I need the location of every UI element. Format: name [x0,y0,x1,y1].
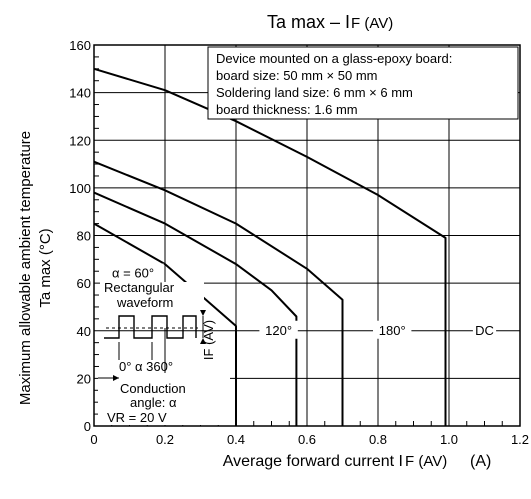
conduction-label: Conduction [120,381,186,396]
series-label: 120° [265,323,292,338]
y-tick-label: 0 [84,419,91,434]
x-tick-label: 0.4 [227,432,245,447]
y-tick-label: 140 [69,86,91,101]
x-tick-label: 0 [90,432,97,447]
annotation-line-1: Device mounted on a glass-epoxy board: [216,51,452,66]
x-tick-label: 1.0 [440,432,458,447]
waveform-inset: Rectangular waveform IF (AV) 0° α 360° C… [98,280,230,425]
y-tick-label: 100 [69,181,91,196]
x-axis-label: Average forward current I [223,453,403,470]
waveform-label: waveform [116,295,173,310]
angle-row-label: 0° α 360° [119,359,173,374]
rectangular-label: Rectangular [104,280,175,295]
alpha-arrow-head [113,375,119,381]
y-tick-label: 40 [77,324,91,339]
series-curve [93,67,447,426]
if-axis-label: IF (AV) [201,320,216,360]
annotation-box: Device mounted on a glass-epoxy board: b… [207,46,519,120]
series-labels: DC 180° 120° α = 60° [102,263,497,339]
series-label-bg [259,320,298,339]
y-axis-label: Maximum allowable ambient temperature [17,131,34,405]
tick-labels: 0 0.2 0.4 0.6 0.8 1.0 1.2 0 20 40 60 80 100 120 140 160 [69,38,529,447]
series-label: α = 60° [112,266,154,281]
x-tick-label: 0.8 [369,432,387,447]
series-label-bg [373,320,412,339]
x-tick-label: 0.2 [156,432,174,447]
conduction-angle-label: angle: α [130,395,177,410]
vr-label: VR = 20 V [107,410,167,425]
chart-title-subscript: F (AV) [351,15,393,32]
annotation-line-2: board size: 50 mm × 50 mm [216,68,377,83]
x-axis-unit: (A) [470,453,491,470]
series-label-bg [472,320,497,339]
chart-title: Ta max – I [267,12,350,32]
svg-text:Maximum allowable ambient temp: Maximum allowable ambient temperature [17,131,34,405]
plot-frame [93,44,521,427]
y-tick-label: 160 [69,38,91,53]
y-tick-label: 20 [77,371,91,386]
series-label: DC [475,323,494,338]
x-tick-label: 0.6 [298,432,316,447]
if-arrow-head-bottom [200,338,206,344]
if-arrow-head-top [200,310,206,316]
y-tick-label: 60 [77,276,91,291]
x-axis-label-subscript: F (AV) [405,453,447,470]
y-tick-label: 120 [69,133,91,148]
annotation-line-3: Soldering land size: 6 mm × 6 mm [216,85,413,100]
series-curve [93,160,344,426]
annotation-line-4: board thickness: 1.6 mm [216,102,358,117]
y-axis-label-unit: Ta max (°C) [37,228,54,307]
x-tick-label: 1.2 [511,432,529,447]
pulse-waveform [104,315,197,339]
series-label-bg [102,263,164,282]
svg-text:IF (AV): IF (AV) [201,320,216,360]
y-tick-label: 80 [77,229,91,244]
series-label: 180° [379,323,406,338]
svg-text:Ta max (°C): Ta max (°C) [37,228,54,307]
